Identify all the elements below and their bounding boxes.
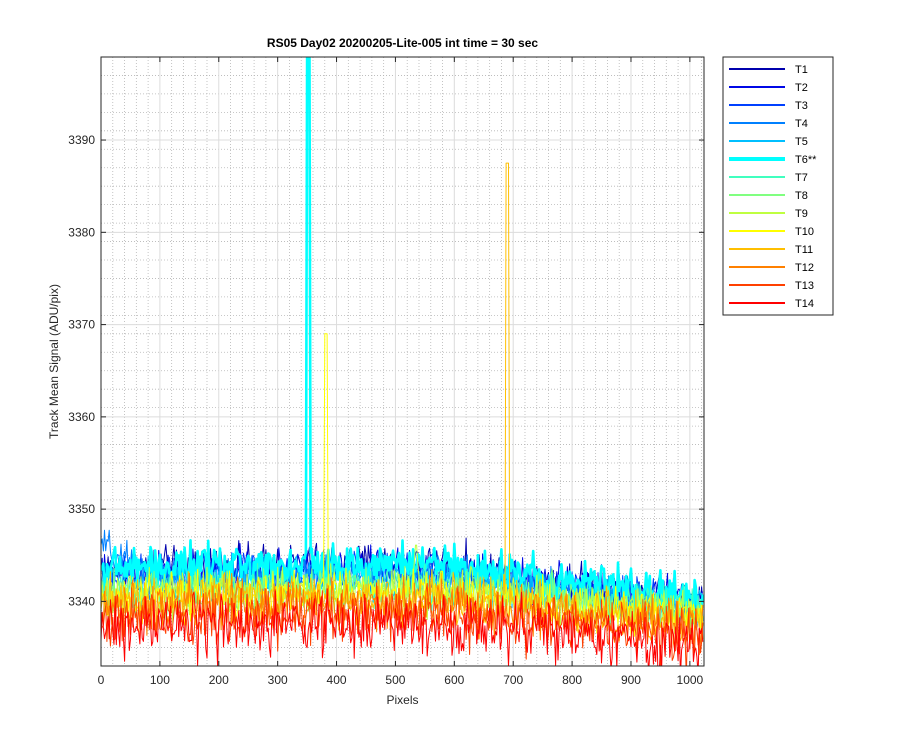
x-tick-label: 100 [150,673,170,687]
legend-label: T10 [795,226,814,238]
x-tick-label: 500 [385,673,405,687]
series-line [101,588,704,666]
legend-label: T9 [795,208,808,220]
legend-label: T7 [795,172,808,184]
y-tick-label: 3390 [68,133,95,147]
y-tick-label: 3370 [68,318,95,332]
legend-label: T5 [795,136,808,148]
x-axis-label: Pixels [386,693,418,707]
y-axis-label: Track Mean Signal (ADU/pix) [47,284,61,439]
series-line [101,57,704,625]
x-tick-label: 700 [503,673,523,687]
series-group [101,57,704,666]
x-tick-label: 300 [268,673,288,687]
legend-label: T6** [795,154,817,166]
legend-label: T13 [795,280,814,292]
x-tick-label: 900 [621,673,641,687]
x-tick-label: 200 [209,673,229,687]
series-line [101,333,704,638]
legend-label: T3 [795,100,808,112]
plot-frame [100,56,705,667]
y-tick-label: 3360 [68,410,95,424]
x-axis-ticks: 0 100 200 300 400 500 600 700 800 900 1000 [98,57,704,687]
legend-label: T14 [795,298,814,310]
x-tick-label: 400 [327,673,347,687]
legend-label: T12 [795,262,814,274]
x-tick-label: 1000 [677,673,704,687]
legend-label: T11 [795,244,813,256]
series-line [101,581,704,666]
y-tick-label: 3380 [68,225,95,239]
y-tick-label: 3350 [68,502,95,516]
x-tick-label: 600 [444,673,464,687]
series-line [101,162,704,650]
y-tick-label: 3340 [68,594,95,608]
legend-label: T8 [795,190,808,202]
y-axis-ticks: 3340 3350 3360 3370 3380 3390 [68,133,704,608]
x-tick-label: 0 [98,673,105,687]
legend-label: T4 [795,118,808,130]
x-tick-label: 800 [562,673,582,687]
legend-label: T1 [795,64,808,76]
legend-label: T2 [795,82,808,94]
legend-box [722,56,834,316]
legend: T1 T2 T3 T4 T5 T6** T7 T8 T9 T10 T11 T12 T13 T14 [722,56,834,316]
chart-title: RS05 Day02 20200205-Lite-005 int time = … [267,36,538,50]
